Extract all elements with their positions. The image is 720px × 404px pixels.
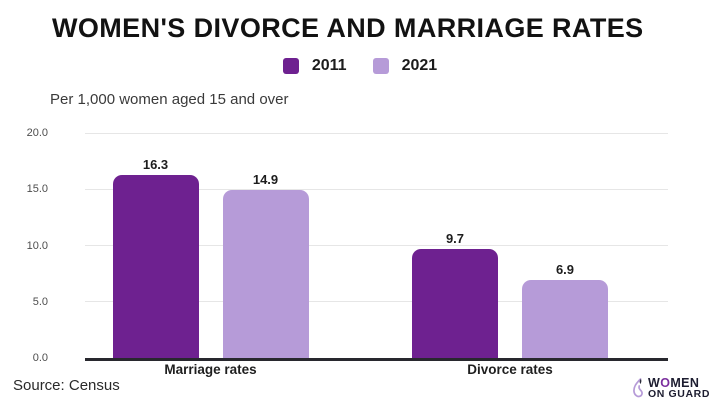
bar-value-label: 6.9 — [555, 262, 575, 278]
gridline — [85, 188, 668, 190]
women-on-guard-icon — [633, 378, 643, 398]
y-tick-label: 15.0 — [26, 183, 48, 196]
gridline — [85, 301, 668, 303]
plot-area: 16.3 9.7 14.9 6.9 — [85, 132, 668, 361]
source-note: Source: Census — [13, 377, 120, 394]
x-category-label-divorce-rates: Divorce rates — [467, 362, 553, 377]
bar-value-label: 16.3 — [142, 156, 169, 172]
bar-2021-divorce-rates — [522, 280, 608, 358]
legend-swatch-2011 — [282, 58, 299, 74]
x-category-label-marriage-rates: Marriage rates — [164, 362, 257, 377]
bar-2011-marriage-rates — [112, 174, 199, 358]
gridline — [85, 245, 668, 246]
y-tick-label: 20.0 — [26, 127, 48, 139]
logo-line2: ON GUARD — [648, 388, 710, 401]
bar-2011-divorce-rates — [412, 248, 498, 358]
logo-line1: WOMEN — [648, 375, 700, 390]
chart-subtitle: Per 1,000 women aged 15 and over — [50, 91, 289, 108]
logo-female-symbol: O — [660, 375, 671, 390]
brand-logo: WOMEN ON GUARD — [631, 375, 710, 401]
legend-item-2011: 2011 — [282, 57, 347, 75]
y-tick-label: 0.0 — [32, 352, 48, 364]
y-tick-label: 10.0 — [26, 239, 48, 252]
y-tick-label: 5.0 — [32, 295, 48, 308]
bar-value-label: 14.9 — [252, 172, 279, 188]
bar-value-label: 9.7 — [445, 230, 465, 246]
legend-swatch-2021 — [372, 58, 389, 74]
legend-item-2021: 2021 — [372, 57, 438, 75]
legend: 2011 2021 — [0, 57, 720, 75]
chart-title: WOMEN'S DIVORCE AND MARRIAGE RATES — [52, 13, 644, 43]
gridline — [85, 132, 668, 134]
logo-text: WOMEN ON GUARD — [648, 375, 710, 401]
bar-2021-marriage-rates — [222, 190, 309, 358]
legend-label-2021: 2021 — [401, 57, 438, 74]
legend-label-2011: 2011 — [311, 57, 347, 74]
